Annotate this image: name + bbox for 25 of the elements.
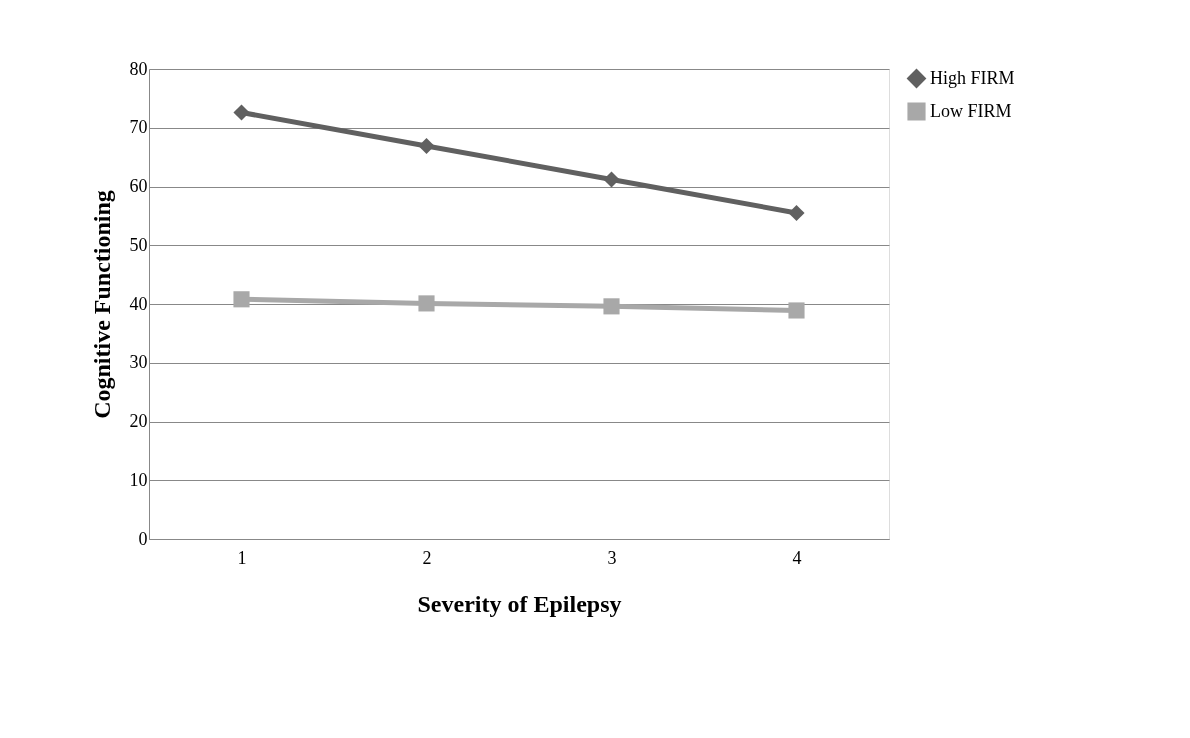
x-tick-label: 2 bbox=[422, 547, 432, 568]
x-tick-label: 1 bbox=[237, 547, 247, 568]
legend-label: High FIRM bbox=[930, 67, 1015, 88]
point bbox=[603, 298, 620, 315]
point bbox=[233, 291, 250, 308]
y-tick-label: 50 bbox=[129, 234, 148, 255]
y-tick-label: 30 bbox=[129, 352, 148, 373]
y-tick-label: 40 bbox=[129, 293, 148, 314]
y-tick-label: 80 bbox=[129, 58, 148, 79]
y-tick-label: 10 bbox=[129, 469, 148, 490]
x-axis-title: Severity of Epilepsy bbox=[417, 590, 622, 617]
point bbox=[788, 302, 805, 319]
legend-label: Low FIRM bbox=[930, 100, 1012, 121]
point bbox=[788, 204, 805, 221]
y-tick-label: 0 bbox=[138, 528, 148, 549]
point bbox=[418, 295, 435, 312]
point bbox=[603, 171, 620, 188]
point bbox=[233, 104, 250, 121]
y-tick-label: 60 bbox=[129, 176, 148, 196]
y-axis-title: Cognitive Functioning bbox=[88, 190, 115, 419]
x-tick-label: 3 bbox=[607, 547, 617, 568]
point bbox=[418, 137, 435, 155]
y-tick-label: 20 bbox=[129, 411, 148, 431]
y-tick-label: 70 bbox=[129, 117, 148, 138]
x-tick-label: 4 bbox=[792, 547, 802, 568]
